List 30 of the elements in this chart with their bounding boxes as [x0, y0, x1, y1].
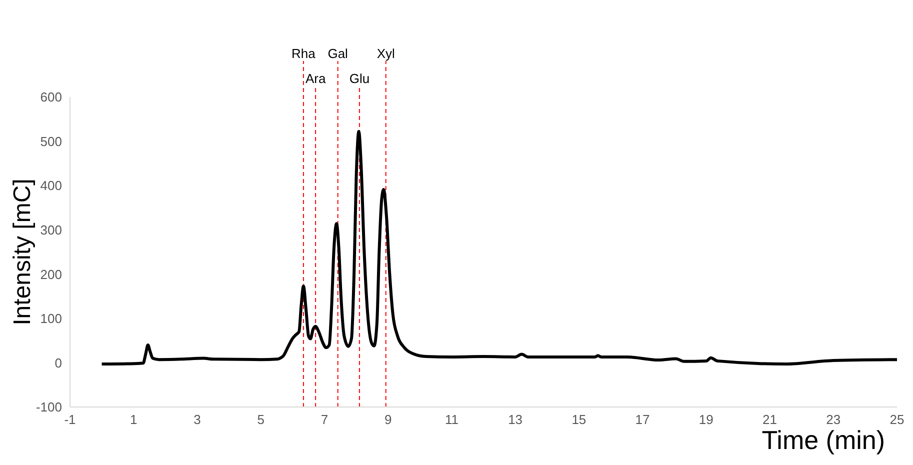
x-tick-label: 15 [572, 412, 586, 428]
y-tick-label: 400 [40, 178, 62, 194]
y-axis-title: Intensity [mC] [9, 178, 36, 326]
x-tick-label: 23 [826, 412, 841, 428]
x-tick-label: -1 [64, 412, 76, 428]
x-tick-label: 17 [635, 412, 650, 428]
x-tick-label: 19 [698, 412, 714, 428]
y-tick-label: 200 [40, 266, 62, 282]
x-tick-label: 5 [257, 412, 264, 428]
x-axis-title: Time (min) [762, 425, 885, 455]
y-tick-label: 300 [40, 222, 62, 238]
y-tick-label: 100 [40, 311, 62, 326]
x-tick-label: 25 [890, 412, 904, 428]
x-tick-label: 3 [194, 412, 201, 428]
ref-line-label: Gal [328, 46, 348, 61]
y-tick-label: 500 [40, 134, 62, 149]
y-tick-label: 0 [54, 355, 62, 370]
x-tick-label: 11 [444, 412, 458, 428]
x-tick-label: 7 [320, 412, 328, 428]
x-tick-label: 21 [762, 412, 778, 428]
ref-line-label: Ara [305, 71, 326, 86]
line-series [100, 130, 897, 366]
x-tick-label: 9 [384, 412, 392, 428]
y-tick-label: 600 [40, 90, 62, 105]
ref-line-label: Rha [292, 46, 316, 61]
ref-line-label: Xyl [376, 46, 395, 61]
x-tick-label: 1 [130, 412, 138, 428]
ref-line-label: Glu [349, 71, 370, 86]
x-tick-label: 13 [508, 412, 523, 428]
y-tick-label: -100 [36, 400, 62, 415]
